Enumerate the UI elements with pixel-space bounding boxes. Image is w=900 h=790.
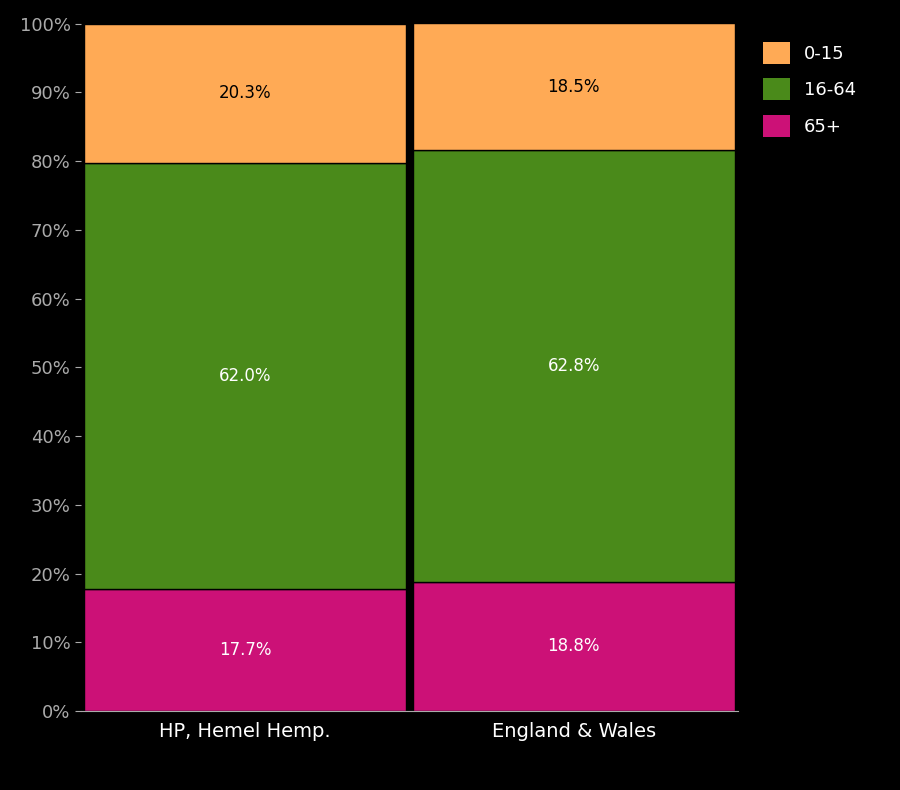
Text: 62.0%: 62.0% xyxy=(219,367,272,386)
Text: 62.8%: 62.8% xyxy=(547,357,600,375)
Text: 17.7%: 17.7% xyxy=(219,641,272,659)
Bar xyxy=(413,581,734,711)
Text: 18.5%: 18.5% xyxy=(547,77,600,96)
Bar xyxy=(413,150,734,581)
Text: 20.3%: 20.3% xyxy=(219,85,272,103)
Bar xyxy=(85,164,406,589)
Bar xyxy=(85,24,406,164)
Bar xyxy=(413,23,734,150)
Bar xyxy=(85,589,406,711)
Text: 18.8%: 18.8% xyxy=(547,638,600,656)
Legend: 0-15, 16-64, 65+: 0-15, 16-64, 65+ xyxy=(753,32,865,146)
